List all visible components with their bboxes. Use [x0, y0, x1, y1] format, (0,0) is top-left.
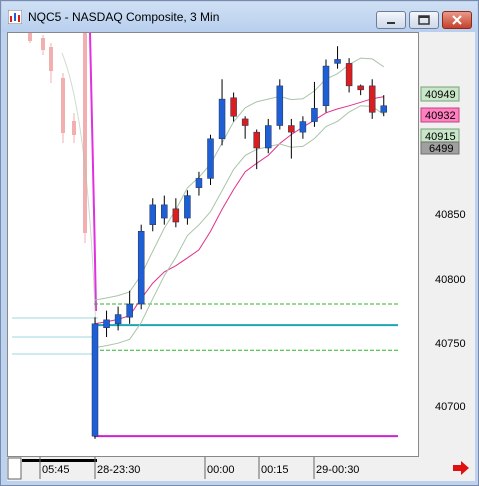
- faded-history-candles: [28, 33, 87, 243]
- time-axis: 05:45 28-23:30 00:00 00:15 29-00:30: [7, 457, 469, 481]
- time-label: 00:00: [207, 464, 235, 476]
- price-tag-green-lower: 40915: [420, 128, 460, 144]
- candle-up: [299, 121, 307, 133]
- price-tag-last-green-upper: 40949: [420, 86, 460, 102]
- chart-client-area: 40850 40800 40750 40700 40949 40932 4091…: [7, 32, 475, 481]
- price-tag-current-pink: 40932: [420, 107, 460, 123]
- history-candle: [72, 121, 76, 135]
- price-tag-label: 40932: [425, 110, 456, 122]
- history-ma-line: [89, 32, 97, 312]
- price-axis: 40850 40800 40750 40700 40949 40932 4091…: [419, 32, 475, 457]
- history-light-line: [61, 52, 97, 334]
- restore-button[interactable]: [409, 11, 439, 29]
- candle-up: [137, 231, 145, 305]
- candle-down: [241, 118, 249, 126]
- history-candle: [83, 33, 87, 233]
- candle-up: [380, 105, 387, 113]
- candle-up: [207, 138, 214, 179]
- close-icon: [452, 15, 462, 25]
- candlesticks: [91, 46, 387, 439]
- candle-up: [184, 195, 191, 219]
- candle-up: [334, 59, 341, 64]
- reference-lines: [94, 303, 398, 438]
- candle-up: [91, 323, 99, 437]
- price-tag-label: 6499: [429, 143, 453, 155]
- time-label: 29-00:30: [316, 464, 359, 476]
- history-candle: [49, 47, 53, 71]
- candle-down: [357, 85, 364, 91]
- price-tick-label: 40850: [435, 209, 466, 221]
- time-label: 00:15: [261, 464, 289, 476]
- price-axis-svg: 40850 40800 40750 40700 40949 40932 4091…: [420, 86, 466, 413]
- candle-up: [114, 314, 122, 325]
- candle-down: [288, 125, 295, 133]
- price-tag-label: 40949: [425, 89, 456, 101]
- minimize-icon: [387, 22, 395, 24]
- title-bar[interactable]: NQC5 - NASDAQ Composite, 3 Min: [2, 2, 477, 32]
- history-candle: [41, 38, 45, 50]
- time-axis-svg: 05:45 28-23:30 00:00 00:15 29-00:30: [7, 457, 469, 480]
- price-tag-label: 40915: [425, 131, 456, 143]
- candle-up: [322, 65, 330, 106]
- time-axis-scroll-thumb[interactable]: [7, 457, 22, 480]
- price-tick-label: 40700: [435, 401, 466, 413]
- candle-down: [345, 63, 353, 87]
- price-tick-label: 40750: [435, 338, 466, 350]
- bollinger-lower-line: [94, 105, 385, 349]
- candle-up: [103, 319, 110, 329]
- candle-down: [253, 131, 260, 149]
- price-tag-gray: 6499: [420, 141, 460, 155]
- time-label: 28-23:30: [97, 464, 140, 476]
- price-tick-label: 40800: [435, 274, 466, 286]
- window-title: NQC5 - NASDAQ Composite, 3 Min: [28, 10, 220, 24]
- candle-up: [161, 204, 168, 219]
- restore-icon: [418, 15, 430, 25]
- price-plot-area[interactable]: [7, 32, 419, 457]
- price-plot-svg: [12, 32, 398, 439]
- candle-down: [368, 85, 376, 113]
- candle-up: [149, 204, 156, 225]
- candle-down: [172, 208, 180, 223]
- candle-up: [276, 85, 284, 126]
- minimize-button[interactable]: [376, 11, 406, 29]
- history-candle: [28, 33, 32, 41]
- time-axis-range-bar: [22, 459, 97, 462]
- close-button[interactable]: [442, 11, 472, 29]
- candle-up: [311, 108, 318, 122]
- candle-up: [126, 303, 133, 318]
- chart-app-icon: [8, 10, 22, 24]
- red-arrow-right-icon[interactable]: [453, 461, 469, 475]
- time-label: 05:45: [42, 464, 70, 476]
- candle-up: [265, 125, 272, 149]
- candle-down: [230, 97, 237, 117]
- candle-up: [195, 178, 203, 188]
- history-candle: [61, 78, 65, 133]
- candle-up: [218, 98, 226, 139]
